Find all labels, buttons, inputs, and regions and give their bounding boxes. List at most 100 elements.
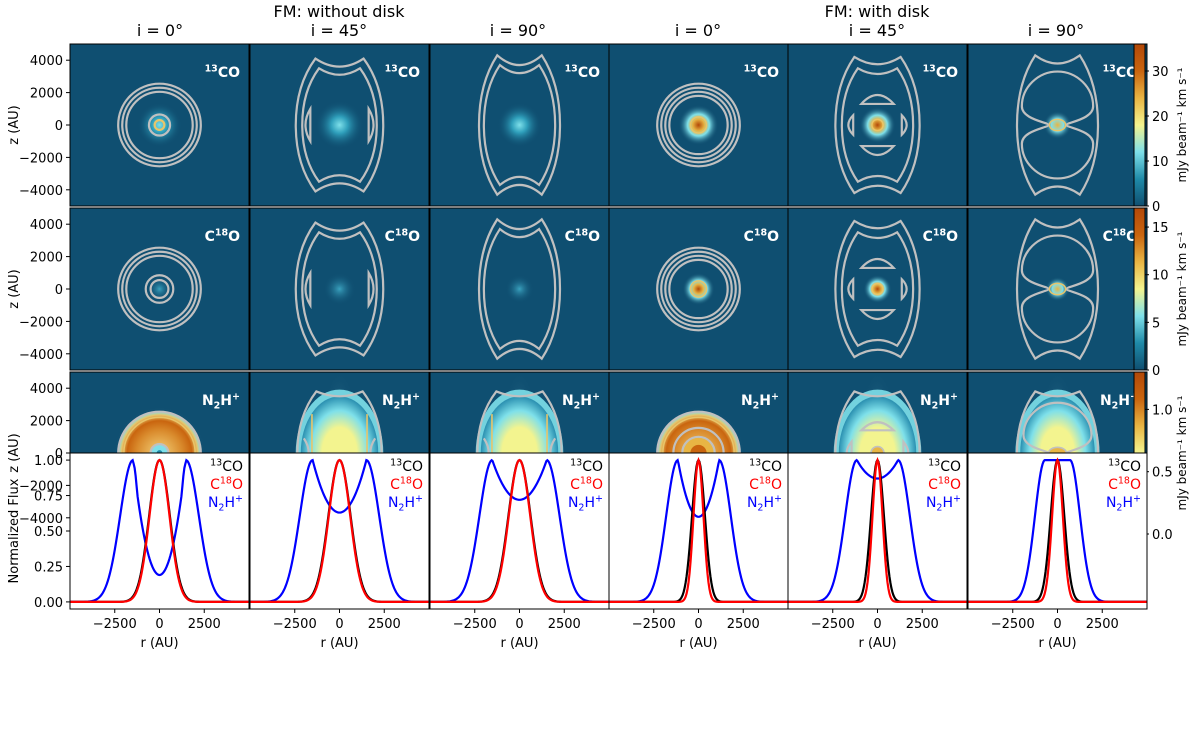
plot-area xyxy=(968,453,1147,609)
y-tick-label: 0 xyxy=(55,447,63,462)
legend-entry: C18O xyxy=(570,476,603,493)
core-emission xyxy=(505,275,534,303)
contour-lobe xyxy=(858,308,897,321)
column-title: i = 0° xyxy=(137,21,183,40)
contour-ring xyxy=(660,250,737,328)
x-axis-label: r (AU) xyxy=(679,636,717,651)
contour-ring xyxy=(664,254,733,324)
y-tick-label: 1.00 xyxy=(34,454,63,469)
colorbar-tick-label: 1.0 xyxy=(1152,403,1173,418)
colorbar-gradient xyxy=(1133,207,1146,371)
x-tick-label: 2500 xyxy=(548,617,581,632)
x-tick-label: 0 xyxy=(1053,617,1061,632)
colorbar-tick-label: 0.0 xyxy=(1152,528,1173,543)
contour-outer xyxy=(1015,53,1100,197)
contour-ring xyxy=(117,246,202,332)
x-tick-label: 2500 xyxy=(906,617,939,632)
group-title-with-disk: FM: with disk xyxy=(825,2,930,21)
x-axis-label: r (AU) xyxy=(140,636,178,651)
plot-area xyxy=(609,453,788,609)
group-title-without-disk: FM: without disk xyxy=(274,2,406,21)
contour-ring xyxy=(117,82,202,168)
series-line-c18o xyxy=(609,456,788,604)
contour-ring xyxy=(656,246,741,332)
y-tick-label: −4000 xyxy=(19,184,63,199)
contour-outer xyxy=(294,221,385,357)
molecule-label: C18O xyxy=(744,228,780,245)
x-tick-label: 0 xyxy=(694,617,702,632)
colorbar-tick-label: 0 xyxy=(1152,364,1160,379)
core-emission xyxy=(863,275,892,303)
molecule-label: N2H+ xyxy=(382,392,420,412)
y-axis-label: Normalized Flux xyxy=(7,478,22,583)
molecule-label: C18O xyxy=(565,228,601,245)
x-tick-label: 0 xyxy=(335,617,343,632)
molecule-label: 13CO xyxy=(205,64,241,81)
legend-entry: N2H+ xyxy=(747,494,782,514)
map-frame xyxy=(967,207,1148,371)
y-tick-label: 2000 xyxy=(30,87,63,102)
contour-ring xyxy=(144,274,175,304)
map-frame xyxy=(967,43,1148,207)
legend-entry: 13CO xyxy=(390,458,423,475)
x-tick-label: −2500 xyxy=(632,617,676,632)
contour-inner xyxy=(482,227,557,351)
contour-lobe xyxy=(847,276,855,302)
molecule-label: N2H+ xyxy=(202,392,240,412)
legend-entry: N2H+ xyxy=(926,494,961,514)
contour-inner xyxy=(482,63,557,187)
plot-area xyxy=(250,453,429,609)
contour-ring xyxy=(121,86,198,164)
y-tick-label: −4000 xyxy=(19,348,63,363)
molecule-label: N2H+ xyxy=(920,392,958,412)
y-tick-label: −2000 xyxy=(19,479,63,494)
colorbar-tick-label: 20 xyxy=(1152,110,1169,125)
contour-ring xyxy=(147,113,172,137)
contour-ring xyxy=(689,116,708,134)
colorbar-tick-label: 15 xyxy=(1152,221,1169,236)
x-axis-label: r (AU) xyxy=(858,636,896,651)
y-tick-label: 0.25 xyxy=(34,560,63,575)
series-line-n2hplus xyxy=(70,458,249,604)
column-title: i = 90° xyxy=(1028,21,1084,40)
molecule-label: 13CO xyxy=(1103,64,1139,81)
contour-ring xyxy=(689,280,708,298)
core-emission xyxy=(323,273,356,305)
y-tick-label: 0 xyxy=(55,119,63,134)
contour-ring xyxy=(1048,282,1067,296)
map-panel: 13CO xyxy=(608,43,789,207)
contour-ring xyxy=(660,86,737,164)
x-tick-label: −2500 xyxy=(93,617,137,632)
map-panel: 13CO xyxy=(787,43,968,207)
molecule-label: 13CO xyxy=(565,64,601,81)
contour-lobe xyxy=(847,112,855,138)
y-axis-label: z (AU) xyxy=(7,269,22,309)
y-tick-label: 4000 xyxy=(30,218,63,233)
contour-ring xyxy=(871,282,884,296)
contour-inner xyxy=(301,230,378,348)
contour-ring xyxy=(125,90,194,160)
column-title: i = 0° xyxy=(675,21,721,40)
contour-inner xyxy=(840,66,915,184)
map-panel: C18O xyxy=(787,207,968,371)
legend-entry: 13CO xyxy=(928,458,961,475)
contour-outer xyxy=(834,219,921,359)
colorbar: 0 5 10 15 mJy beam⁻¹ km s⁻¹ xyxy=(1133,207,1189,379)
y-tick-label: 4000 xyxy=(30,54,63,69)
x-tick-label: 2500 xyxy=(727,617,760,632)
legend-entry: 13CO xyxy=(570,458,603,475)
y-tick-label: −2000 xyxy=(19,151,63,166)
x-axis-label: r (AU) xyxy=(1038,636,1076,651)
map-frame xyxy=(249,43,430,207)
contour-lobe xyxy=(304,268,312,310)
x-axis-label: r (AU) xyxy=(320,636,358,651)
column-title: i = 90° xyxy=(490,21,546,40)
contour-ring xyxy=(125,254,194,324)
series-line-n2hplus xyxy=(430,458,609,604)
legend-entry: 13CO xyxy=(749,458,782,475)
